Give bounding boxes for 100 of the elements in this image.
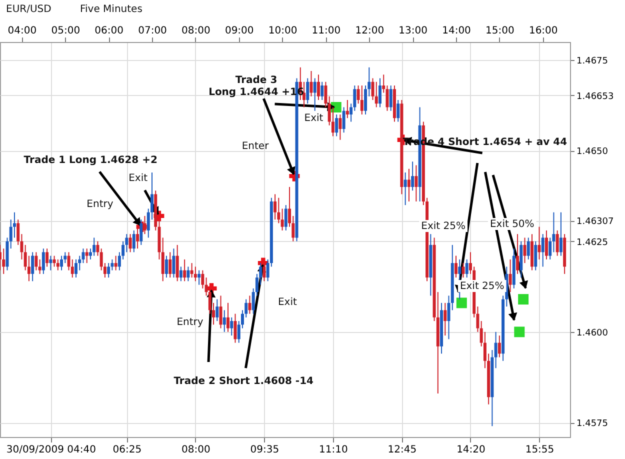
candlestick — [226, 302, 230, 332]
x2-tick-label: 06:00 — [94, 26, 124, 36]
candlestick — [346, 99, 349, 119]
candlestick — [262, 262, 266, 282]
annotation: Exit 25% — [460, 281, 504, 292]
x-tick-label: 08:00 — [182, 444, 210, 456]
candlestick — [183, 258, 186, 282]
x2-tick-label: 16:00 — [528, 26, 558, 36]
candlestick — [176, 244, 179, 282]
chart-subtitle: Five Minutes — [80, 4, 142, 15]
candlestick — [60, 255, 64, 271]
annotation: Enter — [242, 141, 270, 152]
x-tick-label: 09:35 — [250, 444, 280, 456]
x-tick-label: 30/09/2009 04:40 — [6, 444, 96, 456]
candlestick — [523, 237, 526, 264]
candlestick — [541, 234, 544, 268]
y-tick-label: 1.4625 — [576, 238, 608, 248]
candlestick — [306, 78, 310, 104]
candlestick — [172, 248, 176, 278]
candlestick — [38, 258, 42, 274]
candlestick — [516, 234, 520, 274]
candlestick — [378, 78, 382, 108]
candlestick — [526, 237, 530, 260]
candlestick — [194, 266, 197, 282]
annotation: Exit — [128, 173, 148, 184]
candlestick — [34, 252, 38, 271]
x2-tick-label: 10:00 — [268, 26, 298, 36]
candlestick — [143, 215, 146, 235]
candlestick — [342, 106, 346, 134]
chart-title: EUR/USD — [6, 4, 52, 15]
candlestick — [190, 262, 194, 278]
x2-tick-label: 05:00 — [51, 26, 80, 36]
candlestick — [374, 81, 378, 108]
annotation: Exit — [278, 297, 297, 308]
annotation: Trade 1 Long 1.4628 +2 — [24, 155, 158, 166]
candlestick — [42, 248, 45, 274]
candlestick — [389, 84, 392, 112]
candlestick — [179, 266, 182, 282]
candlestick — [534, 240, 538, 271]
y-tick-label: 1.46653 — [576, 92, 614, 102]
point — [456, 298, 467, 308]
candlestick — [338, 114, 342, 140]
candlestick — [216, 298, 219, 322]
point — [514, 326, 525, 338]
x-tick-label: 11:10 — [319, 444, 348, 456]
candlestick — [411, 161, 414, 192]
annotation: Exit 50% — [490, 219, 534, 230]
x-tick-label: 14:20 — [456, 444, 486, 456]
candlestick — [198, 270, 201, 286]
x2-tick-label: 15:00 — [486, 26, 514, 36]
candlestick — [186, 266, 190, 282]
candlestick — [544, 230, 548, 260]
candlestick — [316, 74, 320, 100]
annotation: Trade 2 Short 1.4608 -14 — [174, 376, 314, 387]
candlestick — [454, 255, 458, 278]
candlestick — [164, 255, 168, 278]
candlestick — [201, 270, 204, 289]
candlestick — [320, 81, 324, 100]
x-tick-label: 12:45 — [388, 444, 417, 456]
candlestick — [465, 258, 468, 278]
candlestick — [414, 164, 418, 202]
candlestick — [335, 114, 338, 137]
candlestick — [114, 255, 118, 271]
x-tick-label: 06:25 — [112, 444, 142, 456]
candlestick — [107, 262, 110, 278]
candlestick — [161, 237, 164, 282]
candlestick — [498, 335, 501, 358]
candlestick — [136, 226, 140, 250]
x2-tick-label: 12:00 — [355, 26, 384, 36]
annotation: Entry — [176, 317, 204, 328]
candlestick — [46, 248, 49, 268]
x2-tick-label: 11:00 — [312, 26, 341, 36]
candlestick — [128, 234, 132, 253]
candlestick — [96, 240, 100, 256]
candlestick — [222, 310, 226, 332]
candlestick — [2, 248, 6, 274]
x2-tick-label: 04:00 — [8, 26, 37, 36]
candlestick — [31, 252, 34, 282]
candlestick — [494, 331, 498, 369]
candlestick — [277, 197, 280, 224]
candlestick — [230, 316, 234, 336]
candlestick — [234, 313, 237, 344]
candlestick — [508, 258, 512, 293]
candlestick — [313, 78, 316, 112]
annotation: Exit — [304, 113, 324, 124]
candlestick — [404, 172, 407, 206]
y-tick-label: 1.4650 — [576, 147, 608, 158]
x2-tick-label: 13:00 — [398, 26, 428, 36]
candlestick — [74, 258, 78, 278]
x2-tick-label: 08:00 — [182, 26, 210, 36]
candlestick — [132, 230, 136, 253]
x2-tick-label: 14:00 — [442, 26, 471, 36]
candlestick — [360, 84, 364, 115]
candlestick — [310, 70, 313, 97]
candlestick — [559, 212, 562, 256]
y-tick-label: 1.4600 — [576, 328, 608, 338]
candlestick — [168, 252, 172, 278]
y-tick-label: 1.4675 — [576, 56, 608, 67]
candlestick — [140, 219, 143, 246]
candlestick — [462, 262, 465, 278]
